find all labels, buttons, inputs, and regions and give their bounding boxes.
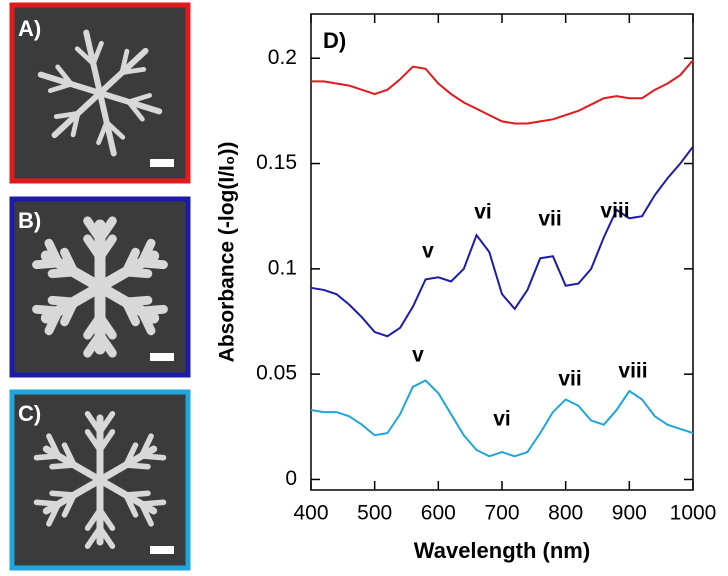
branch — [46, 433, 62, 459]
branch — [119, 48, 130, 76]
branch — [104, 119, 126, 140]
x-tick-label: 600 — [421, 502, 456, 525]
branch — [138, 453, 167, 461]
branch — [84, 507, 103, 531]
panel-label: D) — [323, 28, 346, 53]
branch — [84, 525, 103, 549]
panel-label: A) — [18, 16, 41, 41]
branch — [96, 119, 110, 146]
x-axis-title: Wavelength (nm) — [414, 538, 590, 563]
branch — [121, 297, 140, 327]
branch — [90, 40, 104, 67]
peak-label: vii — [558, 368, 581, 391]
branch — [123, 462, 151, 470]
scale-bar — [150, 353, 174, 361]
branch — [53, 110, 81, 120]
branch — [138, 501, 154, 527]
series-line — [310, 146, 694, 338]
series-line — [311, 59, 694, 125]
branch — [44, 238, 63, 268]
branch — [119, 66, 147, 76]
y-tick-label: 0.1 — [268, 256, 297, 279]
branch — [137, 258, 168, 270]
branch — [138, 433, 154, 459]
peak-label: viii — [600, 200, 629, 223]
branch — [121, 267, 153, 279]
peak-label: viii — [618, 360, 647, 383]
branch — [137, 306, 156, 336]
branch — [49, 490, 77, 498]
branch — [123, 442, 139, 468]
branch — [32, 304, 63, 316]
x-tick-label: 700 — [484, 502, 519, 525]
branch — [61, 442, 77, 468]
sem-image — [37, 29, 174, 167]
branch — [126, 92, 153, 105]
branch — [70, 110, 81, 138]
sem-image — [32, 216, 174, 361]
branch — [61, 492, 77, 518]
branch — [126, 99, 145, 122]
panel-label: C) — [18, 401, 41, 426]
peak-label: vii — [538, 208, 561, 231]
sem-image — [33, 411, 174, 554]
scale-bar — [150, 159, 174, 167]
branch — [138, 499, 167, 507]
branch — [97, 525, 116, 549]
branch — [84, 429, 103, 453]
x-tick-label: 500 — [357, 502, 392, 525]
branch — [49, 462, 77, 470]
branch — [123, 490, 151, 498]
branch — [97, 507, 116, 531]
branch — [84, 411, 103, 435]
branch — [55, 64, 74, 87]
y-tick-label: 0.2 — [268, 46, 297, 69]
branch — [33, 453, 62, 461]
branch — [95, 234, 117, 262]
y-tick-label: 0 — [285, 467, 297, 490]
peak-label: vi — [474, 201, 492, 224]
peak-label: v — [422, 240, 434, 263]
y-axis-title: Absorbance (-log(I/I₀)) — [216, 142, 239, 363]
peak-label: v — [412, 344, 424, 367]
y-tick-label: 0.05 — [256, 362, 297, 385]
branch — [47, 295, 79, 307]
branch — [123, 492, 139, 518]
branch — [97, 429, 116, 453]
branch — [83, 312, 105, 340]
x-tick-label: 800 — [548, 502, 583, 525]
branch — [33, 499, 62, 507]
series-line — [310, 379, 694, 458]
branch — [60, 247, 79, 277]
scale-bar — [150, 546, 174, 554]
x-tick-label: 1000 — [670, 502, 717, 525]
y-tick-label: 0.15 — [256, 151, 297, 174]
branch — [95, 216, 117, 244]
panel-label: B) — [18, 208, 41, 233]
x-tick-label: 900 — [612, 502, 647, 525]
branch — [47, 81, 74, 94]
peak-label: vi — [493, 408, 511, 431]
branch — [74, 46, 96, 67]
branch — [83, 330, 105, 358]
branch — [46, 501, 62, 527]
branch — [97, 411, 116, 435]
x-tick-label: 400 — [293, 502, 328, 525]
